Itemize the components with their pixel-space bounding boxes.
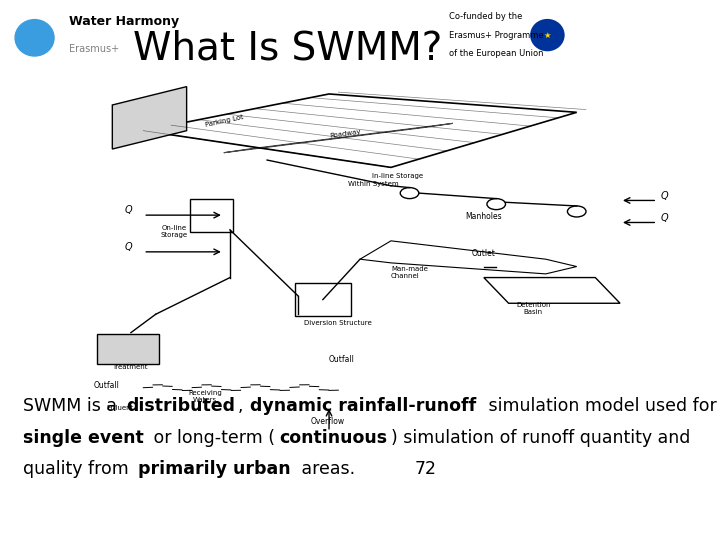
Text: Q: Q bbox=[125, 205, 132, 215]
Text: distributed: distributed bbox=[126, 397, 235, 415]
Text: Erasmus+: Erasmus+ bbox=[69, 44, 120, 53]
Text: quality from: quality from bbox=[23, 460, 135, 478]
Text: On-line
Storage: On-line Storage bbox=[161, 225, 188, 238]
Text: simulation model used for: simulation model used for bbox=[483, 397, 717, 415]
Text: primarily urban: primarily urban bbox=[138, 460, 291, 478]
Text: of the European Union: of the European Union bbox=[449, 50, 544, 58]
Text: What Is SWMM?: What Is SWMM? bbox=[133, 30, 443, 68]
Text: Outfall: Outfall bbox=[94, 381, 120, 390]
Text: single event: single event bbox=[23, 429, 144, 447]
Text: Treatment: Treatment bbox=[112, 364, 148, 370]
Text: Overflow: Overflow bbox=[310, 417, 345, 427]
Text: or long-term (: or long-term ( bbox=[148, 429, 275, 447]
Text: Q: Q bbox=[125, 242, 132, 252]
Text: Q: Q bbox=[660, 213, 668, 222]
Text: Diversion Structure: Diversion Structure bbox=[305, 320, 372, 326]
Text: Co-funded by the: Co-funded by the bbox=[449, 12, 523, 21]
Text: ) simulation of runoff quantity and: ) simulation of runoff quantity and bbox=[390, 429, 690, 447]
Text: Q: Q bbox=[660, 191, 668, 201]
FancyBboxPatch shape bbox=[190, 199, 233, 232]
Text: ,: , bbox=[238, 397, 249, 415]
Text: Outfall: Outfall bbox=[329, 355, 355, 364]
Text: Water Harmony: Water Harmony bbox=[69, 15, 179, 28]
Text: Receiving
Waters: Receiving Waters bbox=[189, 390, 222, 403]
Text: areas.: areas. bbox=[295, 460, 355, 478]
Text: Manholes: Manholes bbox=[466, 212, 502, 221]
Text: Parking Lot: Parking Lot bbox=[205, 114, 245, 128]
Circle shape bbox=[14, 19, 55, 57]
Text: dynamic rainfall-runoff: dynamic rainfall-runoff bbox=[250, 397, 476, 415]
Text: In-line Storage: In-line Storage bbox=[372, 173, 423, 179]
Circle shape bbox=[487, 199, 505, 210]
Text: ★: ★ bbox=[544, 31, 551, 39]
Text: continuous: continuous bbox=[279, 429, 387, 447]
Text: Within System: Within System bbox=[348, 181, 398, 187]
Text: 72: 72 bbox=[415, 460, 437, 478]
Text: Detention
Basin: Detention Basin bbox=[516, 302, 551, 315]
Circle shape bbox=[530, 19, 564, 51]
Text: SWMM is a: SWMM is a bbox=[23, 397, 122, 415]
FancyBboxPatch shape bbox=[295, 283, 351, 316]
Text: Roadway: Roadway bbox=[329, 129, 361, 139]
Text: Outlet: Outlet bbox=[472, 248, 495, 258]
Circle shape bbox=[400, 187, 419, 199]
FancyBboxPatch shape bbox=[96, 334, 158, 364]
Text: Erasmus+ Programme: Erasmus+ Programme bbox=[449, 31, 544, 39]
Polygon shape bbox=[112, 86, 186, 149]
Polygon shape bbox=[224, 123, 453, 153]
Text: Man-made
Channel: Man-made Channel bbox=[391, 266, 428, 279]
Text: Effluent: Effluent bbox=[106, 405, 133, 411]
Circle shape bbox=[567, 206, 586, 217]
